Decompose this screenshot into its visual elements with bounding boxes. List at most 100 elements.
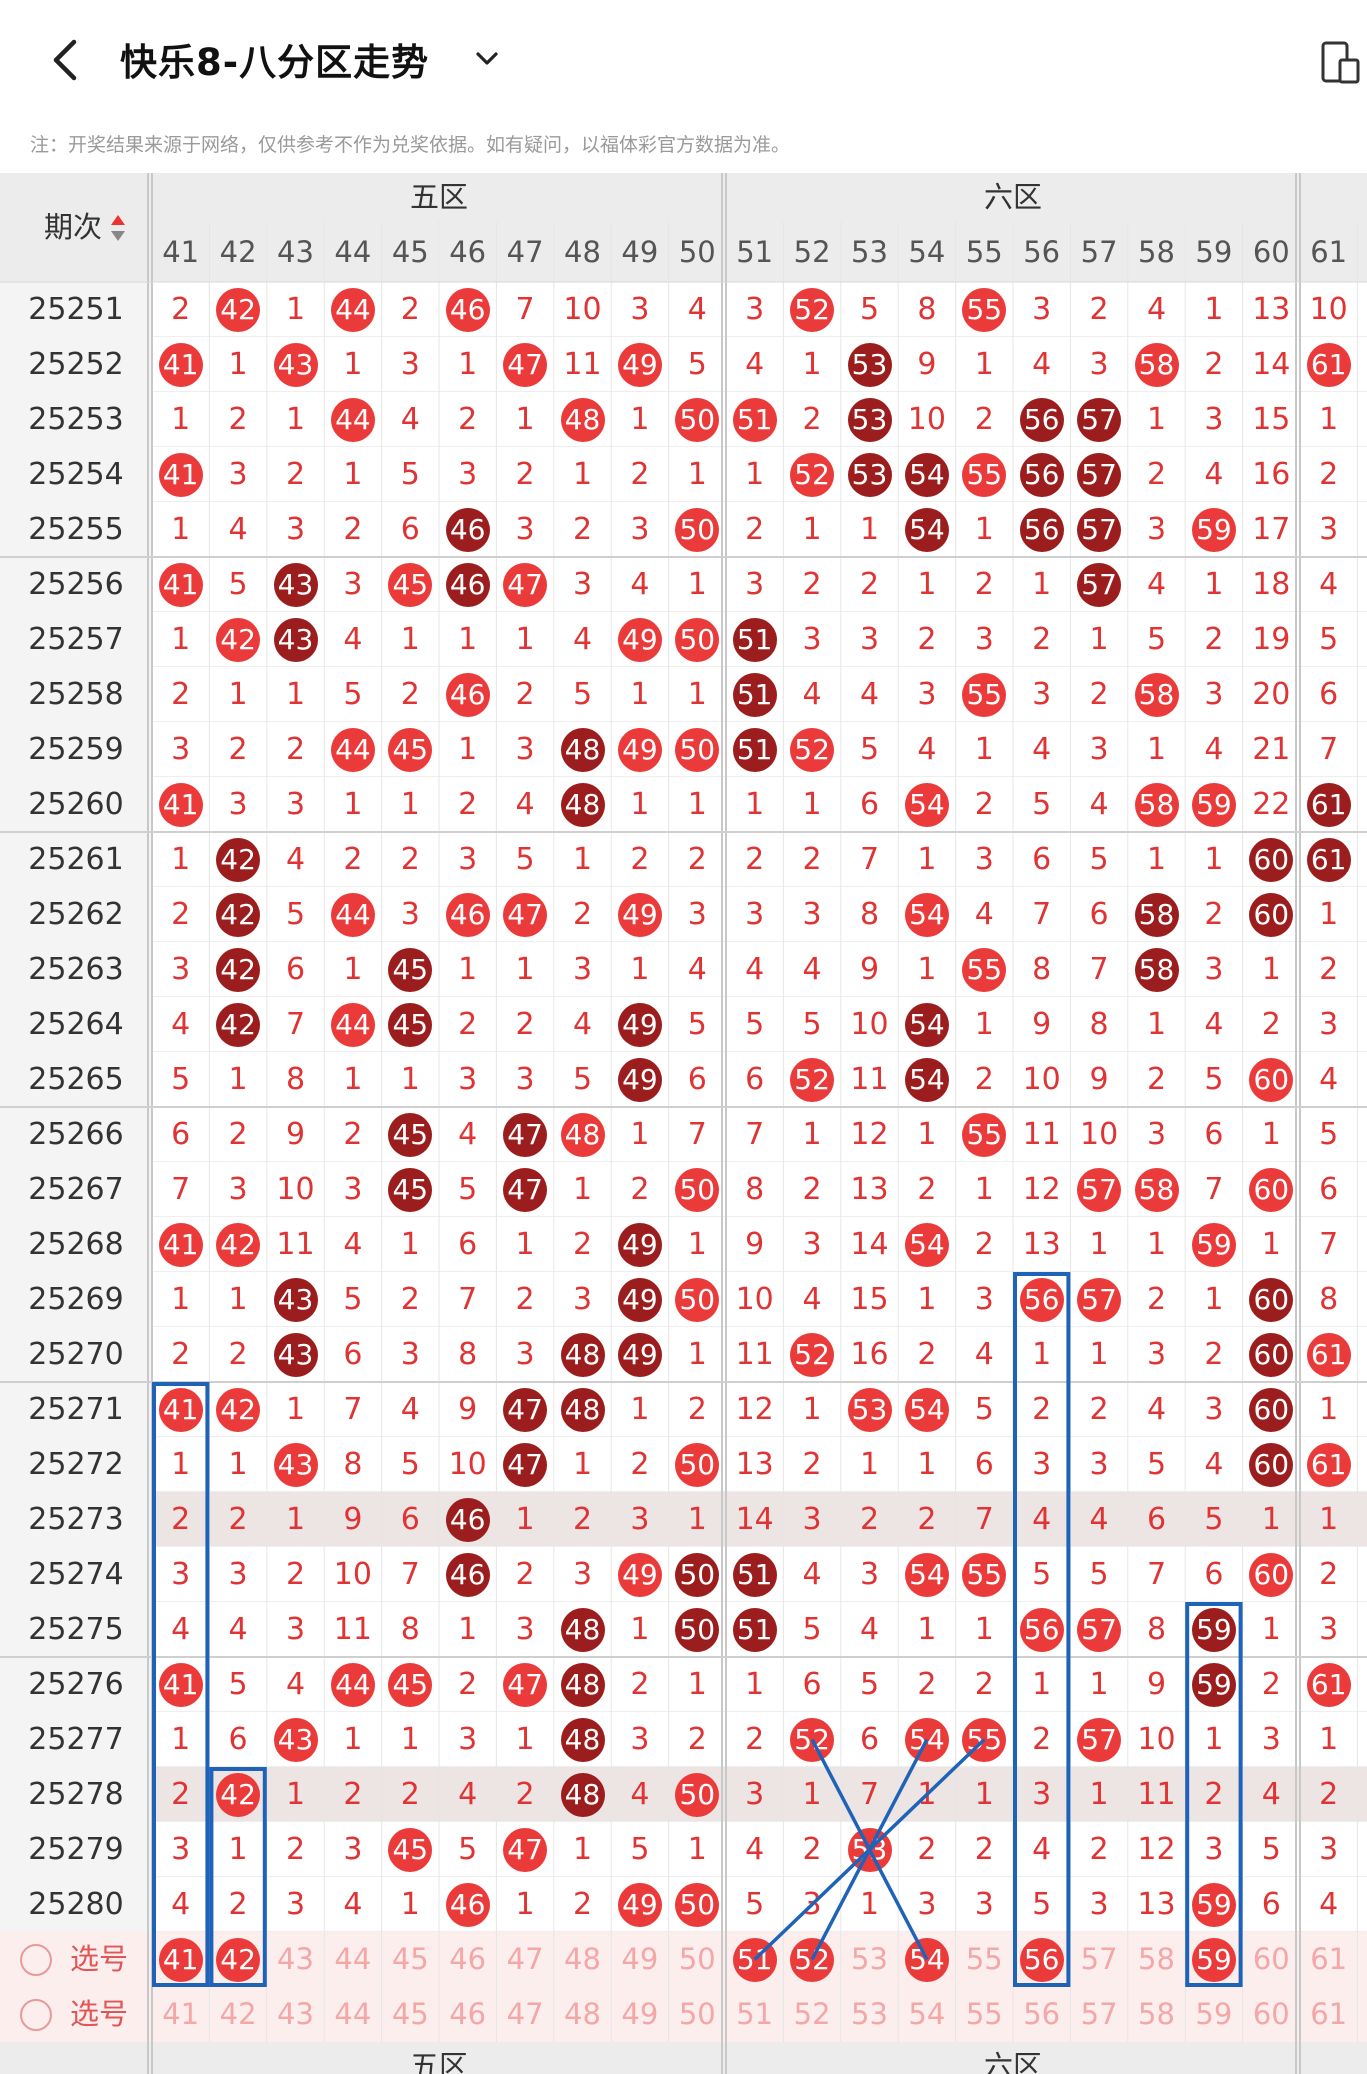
select-number-option[interactable]: 58 bbox=[1138, 1997, 1175, 2031]
miss-count-cell: 3 bbox=[171, 732, 191, 767]
select-number-option[interactable]: 45 bbox=[391, 1942, 429, 1976]
drawn-number-ball: 51 bbox=[732, 1552, 777, 1597]
select-row-radio[interactable] bbox=[20, 1944, 52, 1976]
select-row-label[interactable]: 选号 bbox=[69, 1997, 128, 2031]
select-number-option[interactable]: 50 bbox=[678, 1942, 716, 1976]
miss-count-cell: 5 bbox=[1032, 1887, 1052, 1922]
miss-count-cell: 2 bbox=[974, 1667, 994, 1702]
miss-count-cell: 3 bbox=[228, 787, 248, 822]
miss-count-cell: 1 bbox=[285, 1777, 306, 1812]
selected-number-ball[interactable]: 42 bbox=[216, 1937, 261, 1982]
select-number-option[interactable]: 55 bbox=[965, 1942, 1003, 1976]
column-header: 59 bbox=[1185, 222, 1243, 282]
miss-count-cell: 2 bbox=[285, 457, 306, 492]
select-number-option[interactable]: 44 bbox=[334, 1942, 372, 1976]
select-number-option[interactable]: 43 bbox=[277, 1942, 314, 1976]
select-row-radio[interactable] bbox=[20, 1999, 52, 2031]
select-number-option[interactable]: 60 bbox=[1252, 1942, 1290, 1976]
selected-number-ball[interactable]: 59 bbox=[1191, 1937, 1236, 1982]
select-number-option[interactable]: 48 bbox=[564, 1942, 601, 1976]
select-number-option[interactable]: 47 bbox=[506, 1942, 544, 1976]
miss-count-cell: 2 bbox=[630, 1172, 650, 1207]
select-number-option[interactable]: 49 bbox=[621, 1997, 659, 2031]
select-number-option[interactable]: 60 bbox=[1252, 1997, 1290, 2031]
drawn-number-ball: 55 bbox=[962, 947, 1007, 992]
miss-count-cell: 2 bbox=[285, 1557, 306, 1592]
miss-count-cell: 1 bbox=[917, 567, 937, 602]
select-number-option[interactable]: 59 bbox=[1195, 1997, 1233, 2031]
selected-number-ball[interactable]: 56 bbox=[1019, 1937, 1064, 1982]
select-number-option[interactable]: 53 bbox=[851, 1997, 888, 2031]
miss-count-cell: 4 bbox=[1146, 292, 1167, 327]
period-header[interactable]: 期次 bbox=[0, 173, 152, 282]
chevron-left-icon[interactable] bbox=[36, 30, 96, 90]
drawn-number-ball: 54 bbox=[904, 452, 949, 497]
drawn-number-ball: 47 bbox=[503, 1167, 548, 1212]
miss-count-cell: 2 bbox=[1204, 622, 1224, 657]
miss-count-cell: 2 bbox=[285, 732, 306, 767]
selected-number-ball[interactable]: 51 bbox=[732, 1937, 777, 1982]
select-number-option[interactable]: 47 bbox=[506, 1997, 544, 2031]
select-row-label[interactable]: 选号 bbox=[69, 1942, 128, 1976]
select-number-option[interactable]: 41 bbox=[162, 1997, 200, 2031]
miss-count-cell: 1 bbox=[859, 1887, 880, 1922]
select-number-option[interactable]: 49 bbox=[621, 1942, 659, 1976]
miss-count-cell: 1 bbox=[343, 457, 363, 492]
select-number-option[interactable]: 52 bbox=[793, 1997, 831, 2031]
miss-count-cell: 2 bbox=[1089, 1832, 1109, 1867]
drawn-number-ball: 49 bbox=[617, 342, 662, 387]
drawn-number-ball: 57 bbox=[1077, 507, 1122, 552]
chevron-down-icon[interactable] bbox=[470, 42, 504, 76]
drawn-number-ball: 41 bbox=[158, 1662, 203, 1707]
miss-count-cell: 4 bbox=[343, 622, 363, 657]
miss-count-cell: 2 bbox=[343, 512, 363, 547]
select-number-option[interactable]: 48 bbox=[564, 1997, 601, 2031]
drawn-number-ball: 42 bbox=[216, 1222, 261, 1267]
column-header: 52 bbox=[783, 222, 841, 282]
miss-count-cell: 1 bbox=[917, 952, 937, 987]
miss-count-cell: 1 bbox=[687, 677, 707, 712]
miss-count-cell: 1 bbox=[974, 1777, 994, 1812]
miss-count-cell: 3 bbox=[458, 1722, 478, 1757]
sort-arrows-icon[interactable] bbox=[110, 213, 126, 243]
select-number-option[interactable]: 45 bbox=[391, 1997, 429, 2031]
select-number-option[interactable]: 51 bbox=[736, 1997, 774, 2031]
drawn-number-ball: 54 bbox=[904, 1552, 949, 1597]
miss-count-cell: 5 bbox=[1319, 1117, 1339, 1152]
miss-count-cell: 2 bbox=[974, 1227, 994, 1262]
select-number-option[interactable]: 53 bbox=[851, 1942, 888, 1976]
select-number-option[interactable]: 44 bbox=[334, 1997, 372, 2031]
drawn-number-ball: 52 bbox=[790, 1717, 835, 1762]
miss-count-cell: 2 bbox=[228, 1337, 248, 1372]
select-number-option[interactable]: 56 bbox=[1023, 1997, 1061, 2031]
miss-count-cell: 10 bbox=[1309, 292, 1348, 327]
miss-count-cell: 1 bbox=[1204, 567, 1224, 602]
miss-count-cell: 2 bbox=[171, 292, 191, 327]
select-number-option[interactable]: 46 bbox=[449, 1942, 487, 1976]
select-number-option[interactable]: 46 bbox=[449, 1997, 487, 2031]
miss-count-cell: 1 bbox=[687, 1337, 707, 1372]
miss-count-cell: 5 bbox=[400, 457, 420, 492]
drawn-number-ball: 56 bbox=[1019, 397, 1064, 442]
select-number-option[interactable]: 43 bbox=[277, 1997, 314, 2031]
select-number-option[interactable]: 58 bbox=[1138, 1942, 1175, 1976]
select-number-option[interactable]: 61 bbox=[1310, 1997, 1348, 2031]
selected-number-ball[interactable]: 52 bbox=[790, 1937, 835, 1982]
miss-count-cell: 5 bbox=[745, 1007, 765, 1042]
miss-count-cell: 3 bbox=[285, 1887, 306, 1922]
selected-number-ball[interactable]: 41 bbox=[158, 1937, 203, 1982]
miss-count-cell: 1 bbox=[171, 1282, 191, 1317]
select-number-option[interactable]: 57 bbox=[1080, 1997, 1118, 2031]
select-number-option[interactable]: 57 bbox=[1080, 1942, 1118, 1976]
miss-count-cell: 2 bbox=[228, 732, 248, 767]
miss-count-cell: 2 bbox=[515, 1282, 535, 1317]
select-number-option[interactable]: 61 bbox=[1310, 1942, 1348, 1976]
device-icon[interactable] bbox=[1320, 40, 1362, 86]
select-number-option[interactable]: 55 bbox=[965, 1997, 1003, 2031]
select-number-option[interactable]: 50 bbox=[678, 1997, 716, 2031]
miss-count-cell: 4 bbox=[1204, 1007, 1224, 1042]
select-number-option[interactable]: 54 bbox=[908, 1997, 946, 2031]
miss-count-cell: 2 bbox=[515, 1777, 535, 1812]
selected-number-ball[interactable]: 54 bbox=[904, 1937, 949, 1982]
select-number-option[interactable]: 42 bbox=[219, 1997, 257, 2031]
